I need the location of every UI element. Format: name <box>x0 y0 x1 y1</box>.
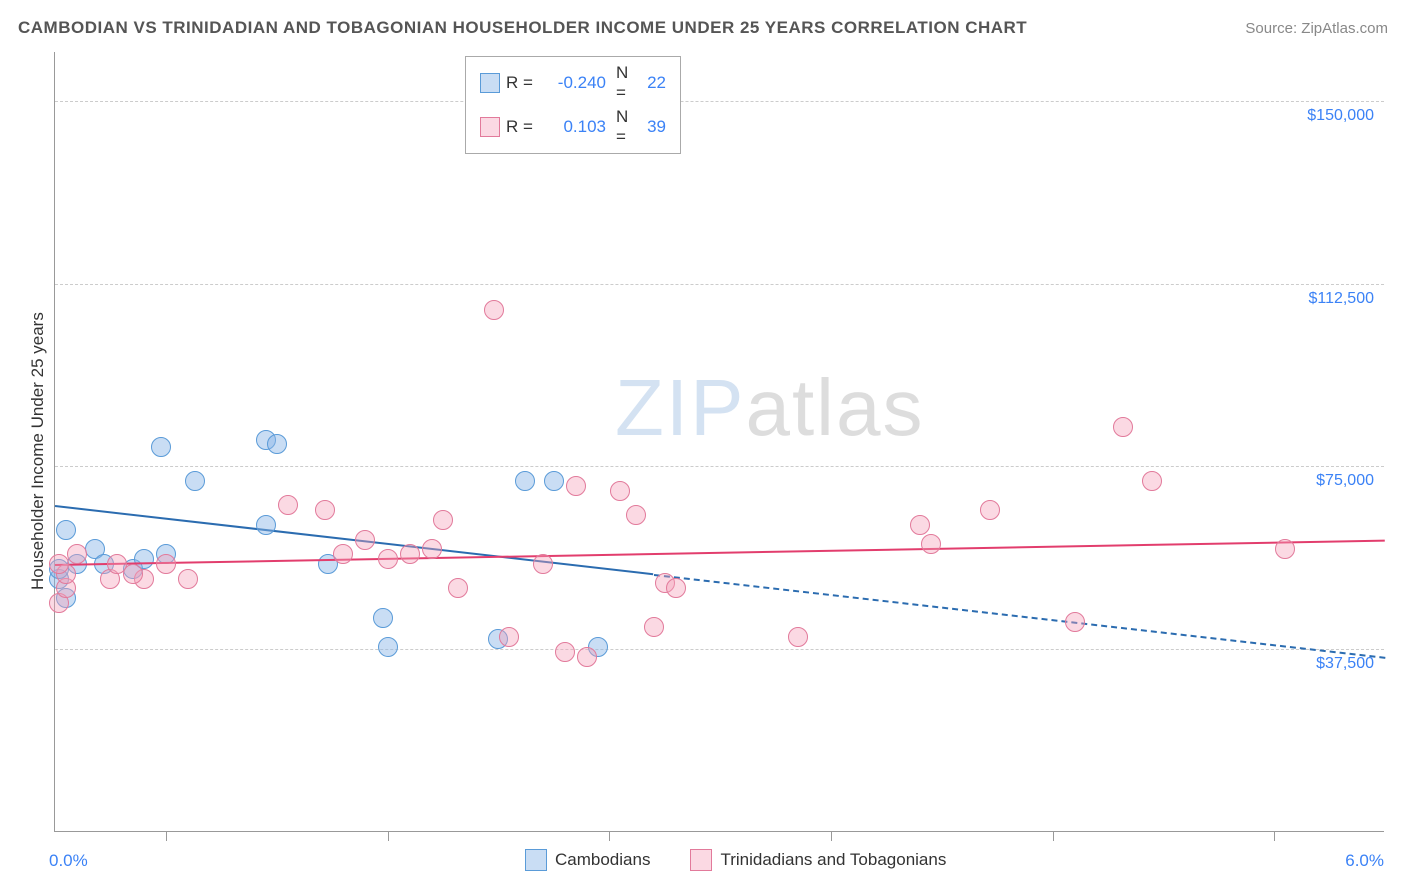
n-label: N = <box>616 107 636 147</box>
scatter-point <box>533 554 553 574</box>
scatter-point <box>278 495 298 515</box>
trend-line <box>55 540 1385 566</box>
scatter-point <box>566 476 586 496</box>
x-axis-min-label: 0.0% <box>49 851 88 871</box>
n-value: 39 <box>636 117 666 137</box>
scatter-point <box>910 515 930 535</box>
scatter-point <box>185 471 205 491</box>
legend-label: Trinidadians and Tobagonians <box>720 850 946 870</box>
grid-line <box>55 649 1384 650</box>
scatter-point <box>577 647 597 667</box>
scatter-point <box>400 544 420 564</box>
legend-label: Cambodians <box>555 850 650 870</box>
watermark-zip: ZIP <box>615 363 745 452</box>
x-tick <box>1274 831 1275 841</box>
scatter-point <box>448 578 468 598</box>
scatter-point <box>267 434 287 454</box>
x-tick <box>831 831 832 841</box>
grid-line <box>55 466 1384 467</box>
scatter-point <box>151 437 171 457</box>
x-tick <box>609 831 610 841</box>
scatter-point <box>49 554 69 574</box>
scatter-point <box>544 471 564 491</box>
chart-container: CAMBODIAN VS TRINIDADIAN AND TOBAGONIAN … <box>0 0 1406 892</box>
scatter-point <box>315 500 335 520</box>
source-link[interactable]: ZipAtlas.com <box>1301 20 1388 37</box>
legend-swatch <box>690 849 712 871</box>
stats-legend-box: R =-0.240N =22R =0.103N =39 <box>465 56 681 154</box>
chart-title: CAMBODIAN VS TRINIDADIAN AND TOBAGONIAN … <box>18 18 1027 38</box>
legend-item: Trinidadians and Tobagonians <box>690 849 946 871</box>
grid-line <box>55 101 1384 102</box>
scatter-point <box>355 530 375 550</box>
scatter-point <box>644 617 664 637</box>
scatter-point <box>626 505 646 525</box>
scatter-point <box>1065 612 1085 632</box>
plot-area: ZIPatlas $37,500 $75,000 $112,500 $150,000 0… <box>54 52 1384 832</box>
r-value: -0.240 <box>536 73 606 93</box>
legend-item: Cambodians <box>525 849 650 871</box>
y-axis-label: Householder Income Under 25 years <box>28 312 48 590</box>
x-tick <box>388 831 389 841</box>
x-axis-max-label: 6.0% <box>1345 851 1384 871</box>
x-tick <box>166 831 167 841</box>
scatter-point <box>123 564 143 584</box>
scatter-point <box>256 515 276 535</box>
scatter-point <box>484 300 504 320</box>
scatter-point <box>378 549 398 569</box>
trend-line-dashed <box>653 574 1385 659</box>
scatter-point <box>56 520 76 540</box>
scatter-point <box>1113 417 1133 437</box>
x-tick <box>1053 831 1054 841</box>
scatter-point <box>378 637 398 657</box>
scatter-point <box>422 539 442 559</box>
scatter-point <box>1275 539 1295 559</box>
legend-swatch <box>480 117 500 137</box>
scatter-point <box>333 544 353 564</box>
source-label: Source: <box>1245 20 1297 37</box>
grid-line <box>55 284 1384 285</box>
n-value: 22 <box>636 73 666 93</box>
y-tick-label: $150,000 <box>1307 107 1374 125</box>
legend-swatch <box>480 73 500 93</box>
scatter-point <box>499 627 519 647</box>
scatter-point <box>788 627 808 647</box>
scatter-point <box>921 534 941 554</box>
scatter-point <box>515 471 535 491</box>
scatter-point <box>156 554 176 574</box>
scatter-point <box>433 510 453 530</box>
y-tick-label: $112,500 <box>1308 290 1374 308</box>
scatter-point <box>373 608 393 628</box>
legend-swatch <box>525 849 547 871</box>
watermark: ZIPatlas <box>615 362 924 454</box>
scatter-point <box>178 569 198 589</box>
source-attribution: Source: ZipAtlas.com <box>1245 20 1388 37</box>
y-tick-label: $75,000 <box>1316 472 1374 490</box>
scatter-point <box>610 481 630 501</box>
scatter-point <box>67 544 87 564</box>
scatter-point <box>1142 471 1162 491</box>
r-label: R = <box>506 73 536 93</box>
y-tick-label: $37,500 <box>1316 655 1374 673</box>
watermark-atlas: atlas <box>745 363 924 452</box>
r-value: 0.103 <box>536 117 606 137</box>
bottom-legend: Cambodians Trinidadians and Tobagonians <box>525 849 946 871</box>
scatter-point <box>555 642 575 662</box>
r-label: R = <box>506 117 536 137</box>
n-label: N = <box>616 63 636 103</box>
scatter-point <box>666 578 686 598</box>
scatter-point <box>980 500 1000 520</box>
